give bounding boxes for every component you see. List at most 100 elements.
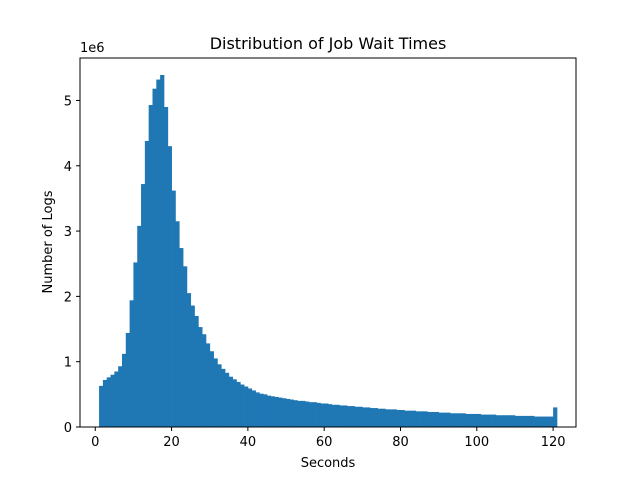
histogram-bar [537,416,543,427]
histogram-bar [442,412,447,427]
histogram-bar [263,394,268,427]
histogram-bar [545,416,550,427]
plot-frame [79,57,577,428]
y-tick-label: 0 [64,421,72,436]
histogram-bar [270,396,275,427]
histogram-bar [278,397,283,427]
histogram-bar [240,384,245,427]
histogram-bar [400,410,405,427]
histogram-bar [472,413,478,427]
histogram-bar [167,146,172,427]
y-tick-label: 3 [64,225,72,240]
histogram-bar [247,388,253,427]
y-tick-label: 2 [64,290,72,305]
histogram-bar [259,393,264,427]
histogram-bar [144,140,150,427]
histogram-bar [320,403,325,427]
x-tick-label: 0 [91,435,99,450]
histogram-bar [213,358,218,427]
histogram-bar [236,381,241,427]
histogram-bar [255,392,260,427]
histogram-bar [385,409,390,427]
histogram-bar [228,376,234,427]
histogram-bar [221,368,226,427]
histogram-bar [114,371,119,427]
histogram-bar [526,415,531,427]
histogram-bar [381,408,386,427]
histogram-bar [305,401,310,427]
histogram-bar [453,413,459,427]
histogram-bar [476,413,482,427]
histogram-bar [541,416,546,427]
histogram-bar [156,79,161,427]
histogram-bar [224,372,230,427]
histogram-bar [484,414,489,427]
histogram-bar [297,400,302,427]
histogram-bar [389,409,394,427]
histogram-bar [194,315,199,427]
histogram-bar [419,411,424,427]
histogram-bar [495,415,501,427]
histogram-bar [461,413,466,427]
histogram-bar [522,415,527,427]
histogram-bar [171,190,176,427]
histogram-bar [289,399,295,427]
histogram-bar [137,225,142,427]
histogram-bar [163,106,169,427]
histogram-bar [411,410,417,427]
histogram-bar [324,403,329,427]
histogram-bar [427,411,432,427]
histogram-bar [179,248,184,427]
histogram-bar [232,379,237,427]
histogram-bar [106,377,111,427]
x-tick-label: 60 [316,435,333,450]
x-tick-label: 80 [392,435,409,450]
histogram-bar [121,353,127,427]
histogram-bar [244,386,249,427]
histogram-bar [465,413,470,427]
y-tick-label: 5 [64,94,72,109]
histogram-bar [492,414,497,427]
histogram-bar [362,407,367,427]
histogram-bar [160,74,165,427]
histogram-bar [404,410,409,427]
histogram-bar [434,411,440,427]
histogram-bar [553,407,558,427]
histogram-bar [347,406,352,427]
y-axis-ticks: 0 1 2 3 4 5 [64,94,80,436]
histogram-bar [202,334,207,427]
histogram-bar [518,415,523,427]
histogram-bar [446,412,451,427]
histogram-bar [530,415,535,427]
histogram-bar [343,405,348,427]
y-axis-label: Number of Logs [41,190,56,293]
histogram-bar [396,410,401,427]
x-axis-label: Seconds [301,456,356,471]
histogram-bar [190,305,195,427]
histogram-bar [511,415,516,427]
histogram-bar [358,406,363,427]
x-tick-label: 40 [240,435,257,450]
histogram-bar [133,262,138,427]
histogram-bar [205,343,211,427]
histogram-bar [366,407,371,427]
histogram-bar [331,404,337,427]
histogram-bar [312,402,317,427]
histogram-bar [457,413,462,427]
histogram-bar [316,402,321,427]
y-tick-label: 4 [64,160,72,175]
histogram-bar [175,221,180,427]
histogram-bar [335,404,340,427]
histogram-bar [499,415,504,427]
histogram-bar [186,293,192,427]
histogram-bar [301,400,306,427]
histogram-bar [308,402,314,427]
x-tick-label: 100 [464,435,489,450]
histogram-bar [549,416,554,427]
x-axis-ticks: 0 20 40 60 80 100 120 [91,427,566,450]
histogram-bar [217,364,222,427]
x-tick-label: 20 [163,435,180,450]
histogram-bar [369,408,375,427]
histogram-bar [423,411,428,427]
